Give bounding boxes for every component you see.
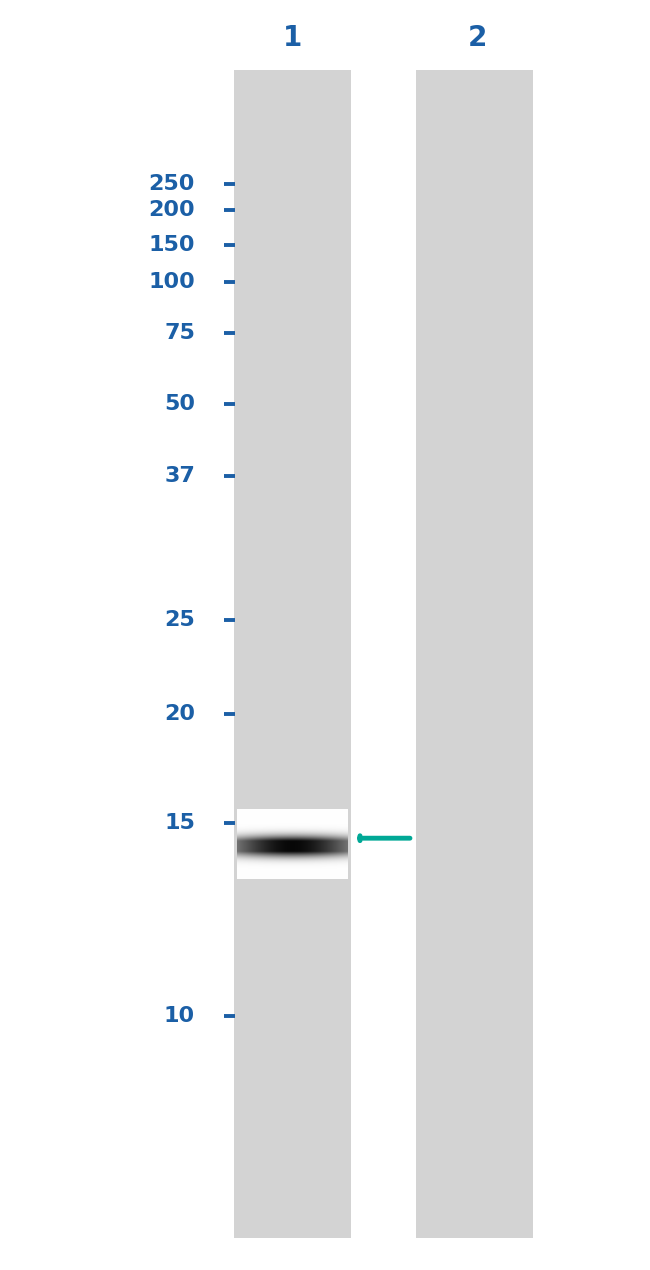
- Text: 150: 150: [148, 235, 195, 255]
- Text: 2: 2: [468, 24, 488, 52]
- Text: 1: 1: [283, 24, 302, 52]
- Text: 20: 20: [164, 704, 195, 724]
- Text: 10: 10: [164, 1006, 195, 1026]
- Text: 25: 25: [164, 610, 195, 630]
- Text: 50: 50: [164, 394, 195, 414]
- Text: 250: 250: [149, 174, 195, 194]
- Bar: [234, 70, 351, 1238]
- Text: 75: 75: [164, 323, 195, 343]
- Bar: [416, 70, 533, 1238]
- Text: 200: 200: [148, 199, 195, 220]
- Text: 100: 100: [148, 272, 195, 292]
- Text: 15: 15: [164, 813, 195, 833]
- Text: 37: 37: [164, 466, 195, 486]
